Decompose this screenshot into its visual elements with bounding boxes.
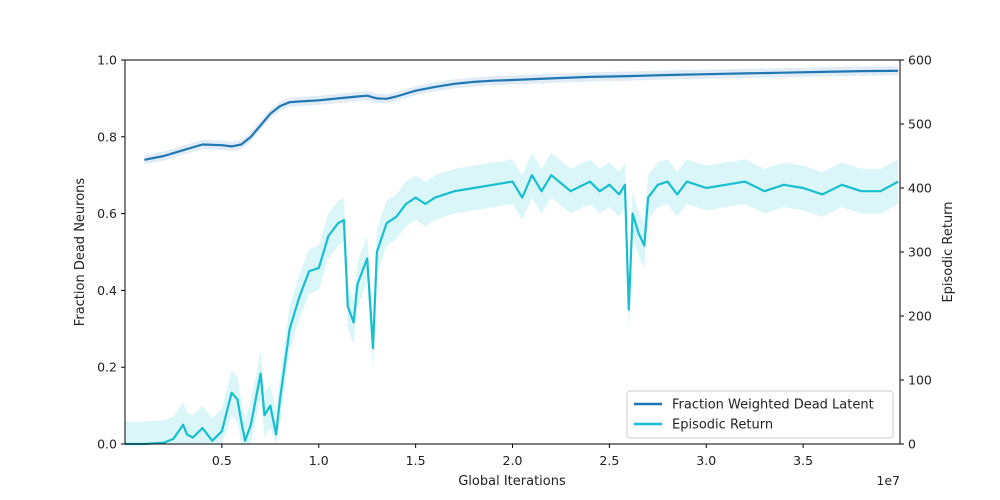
x-tick-label: 0.5	[212, 453, 232, 468]
x-axis-label: Global Iterations	[458, 474, 566, 489]
x-tick-label: 2.0	[503, 453, 523, 468]
legend-box	[626, 390, 894, 439]
right-y-axis-ticks: 0 100 200 300 400 500 600	[900, 53, 932, 452]
left-y-tick-label: 1.0	[97, 53, 117, 68]
legend-label-episodic-return: Episodic Return	[672, 418, 773, 433]
left-y-tick-label: 0.4	[97, 283, 117, 298]
series-line-episodic-return	[125, 174, 899, 446]
x-tick-label: 3.5	[793, 453, 813, 468]
x-axis-offset-label: 1e7	[876, 473, 900, 488]
confidence-bands	[125, 66, 899, 445]
right-y-tick-label: 600	[908, 53, 932, 68]
x-tick-label: 1.5	[406, 453, 426, 468]
right-y-tick-label: 400	[908, 181, 932, 196]
right-y-tick-label: 0	[908, 437, 916, 452]
x-tick-label: 2.5	[599, 453, 619, 468]
right-y-tick-label: 300	[908, 245, 932, 260]
left-y-tick-label: 0.6	[97, 206, 117, 221]
x-axis-ticks: 0.5 1.0 1.5 2.0 2.5 3.0 3.5	[212, 444, 813, 468]
band-dead-latent	[144, 66, 899, 165]
series-line-dead-latent	[144, 69, 899, 161]
legend-label-dead-latent: Fraction Weighted Dead Latent	[672, 398, 874, 413]
right-y-axis-label: Episodic Return	[941, 201, 956, 302]
band-episodic-return	[125, 152, 899, 445]
left-y-tick-label: 0.0	[97, 437, 117, 452]
left-y-tick-label: 0.2	[97, 360, 117, 375]
x-tick-label: 3.0	[696, 453, 716, 468]
right-y-tick-label: 500	[908, 117, 932, 132]
x-tick-label: 1.0	[309, 453, 329, 468]
left-y-tick-label: 0.8	[97, 129, 117, 144]
series-lines	[125, 69, 899, 446]
legend: Fraction Weighted Dead Latent Episodic R…	[626, 390, 894, 439]
left-y-axis-ticks: 0.0 0.2 0.4 0.6 0.8 1.0	[97, 53, 125, 452]
plot-frame	[124, 59, 901, 445]
right-y-tick-label: 100	[908, 373, 932, 388]
left-y-axis-label: Fraction Dead Neurons	[73, 178, 88, 327]
right-y-tick-label: 200	[908, 309, 932, 324]
